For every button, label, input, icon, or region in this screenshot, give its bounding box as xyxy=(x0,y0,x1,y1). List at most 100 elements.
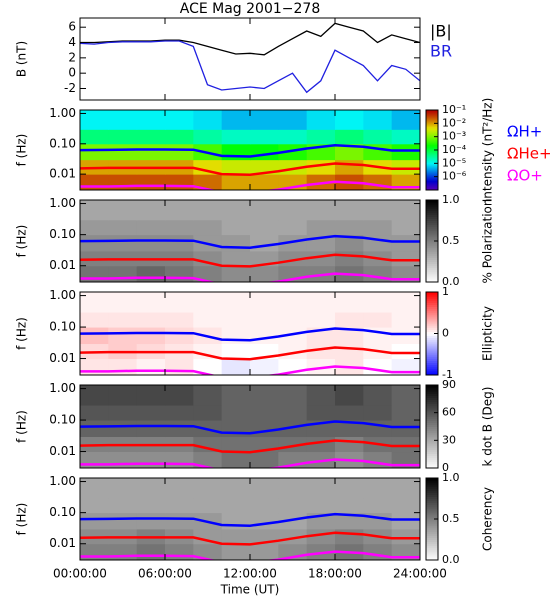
colorbar-tick-label: 0.0 xyxy=(442,553,460,566)
heat-cell xyxy=(250,110,279,130)
heat-cell xyxy=(363,478,393,499)
colorbar-step xyxy=(426,241,438,244)
heat-cell xyxy=(335,312,364,328)
heat-cell xyxy=(391,159,420,175)
heat-cell xyxy=(335,528,364,545)
colorbar-step xyxy=(426,245,438,248)
colorbar-step xyxy=(426,146,438,149)
heat-cell xyxy=(250,385,279,406)
heat-cell xyxy=(165,110,194,130)
colorbar-step xyxy=(426,210,438,213)
heat-cell xyxy=(193,200,223,221)
heat-cell xyxy=(250,451,279,468)
heat-cell xyxy=(306,129,336,145)
colorbar-step xyxy=(426,160,438,163)
colorbar-step xyxy=(426,414,438,417)
colorbar-tick-label: 1.0 xyxy=(442,193,460,206)
heat-cell xyxy=(80,312,109,328)
colorbar-step xyxy=(426,420,438,423)
y-tick-label: 0.01 xyxy=(49,444,76,458)
gyro-line xyxy=(80,420,420,435)
colorbar-step xyxy=(426,308,438,312)
colorbar-step xyxy=(426,257,438,260)
heat-cell xyxy=(165,358,194,375)
colorbar-step xyxy=(426,174,438,177)
heat-cell xyxy=(363,543,393,560)
colorbar-step xyxy=(426,182,438,185)
heat-cell xyxy=(80,265,109,282)
heat-cell xyxy=(306,451,336,468)
colorbar-step xyxy=(426,200,438,203)
heat-cell xyxy=(80,327,109,345)
colorbar-step xyxy=(426,455,438,459)
heat-cell xyxy=(80,174,109,190)
heat-cell xyxy=(136,174,166,190)
colorbar-step xyxy=(426,333,438,337)
colorbar-step xyxy=(426,259,438,262)
heat-cell xyxy=(193,436,223,453)
heat-cell xyxy=(335,292,364,313)
gyro-line xyxy=(80,180,420,190)
heat-cell xyxy=(250,405,279,421)
colorbar-step xyxy=(426,416,438,419)
gyro-line xyxy=(80,346,420,361)
plot-area xyxy=(80,292,420,375)
heat-cell xyxy=(335,478,364,499)
heat-cell xyxy=(391,129,420,145)
y-tick-label: 0.10 xyxy=(49,136,76,150)
heat-cell xyxy=(221,265,251,282)
colorbar-step xyxy=(426,206,438,209)
heat-cell xyxy=(278,478,308,499)
colorbar-step xyxy=(426,463,438,467)
legend-label: BR xyxy=(430,42,452,61)
colorbar-step xyxy=(426,514,438,518)
heat-cell xyxy=(391,543,420,560)
heat-cell xyxy=(335,343,364,360)
heat-cell xyxy=(108,110,138,130)
heat-cell xyxy=(250,234,279,252)
heat-cell xyxy=(80,385,109,406)
heat-cell xyxy=(193,478,223,499)
colorbar-step xyxy=(426,356,438,359)
colorbar-tick-label: 0.0 xyxy=(442,275,460,288)
colorbar-step xyxy=(426,156,438,159)
colorbar-step xyxy=(426,128,438,131)
y-tick-label: 1.00 xyxy=(49,106,76,120)
colorbar-step xyxy=(426,243,438,246)
colorbar-step xyxy=(426,368,438,372)
colorbar-step xyxy=(426,354,438,357)
heat-cell xyxy=(221,420,251,438)
heat-cell xyxy=(278,327,308,345)
heat-cell xyxy=(306,200,336,221)
heat-cell xyxy=(80,292,109,313)
heat-cell xyxy=(335,250,364,267)
heat-cell xyxy=(391,512,420,530)
colorbar-label: Intensity (nT²/Hz) xyxy=(481,98,495,203)
heat-cell xyxy=(278,200,308,221)
heat-cell xyxy=(165,478,194,499)
heat-cell xyxy=(80,497,109,514)
colorbar-step xyxy=(426,494,438,497)
y-tick-label: 1.00 xyxy=(49,196,76,210)
colorbar-step xyxy=(426,478,438,481)
colorbar-step xyxy=(426,142,438,145)
colorbar-step xyxy=(426,537,438,540)
y-axis-label: B (nT) xyxy=(15,41,29,77)
colorbar-step xyxy=(426,438,438,442)
colorbar-step xyxy=(426,498,438,502)
colorbar-step xyxy=(426,399,438,403)
heat-cell xyxy=(278,497,308,514)
colorbar-step xyxy=(426,164,438,167)
heat-cell xyxy=(193,110,223,130)
y-tick-label: 4 xyxy=(68,35,76,49)
colorbar-step xyxy=(426,327,438,330)
colorbar-step xyxy=(426,527,438,530)
heat-cell xyxy=(363,292,393,313)
colorbar-step xyxy=(426,138,438,141)
heat-cell xyxy=(221,292,251,313)
heat-cell xyxy=(136,451,166,468)
gyro-line xyxy=(80,162,420,177)
colorbar-step xyxy=(426,453,438,457)
colorbar-step xyxy=(426,482,438,485)
y-tick-label: 6 xyxy=(68,20,76,34)
